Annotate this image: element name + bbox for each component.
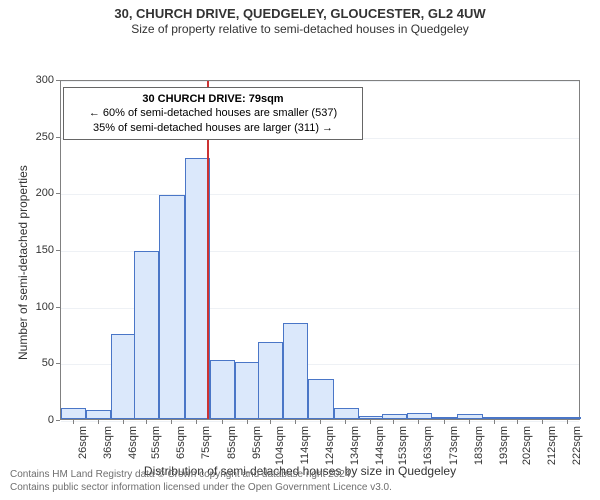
x-tick-label: 95sqm	[251, 426, 263, 459]
histogram-bar	[159, 195, 184, 419]
x-tick-label: 65sqm	[175, 426, 187, 459]
histogram-bar	[432, 417, 457, 419]
y-tick-label: 50	[0, 357, 54, 369]
y-tick	[56, 250, 60, 251]
histogram-bar	[210, 360, 235, 419]
x-tick	[196, 420, 197, 424]
x-tick	[247, 420, 248, 424]
histogram-bar	[308, 379, 333, 419]
x-tick-label: 202sqm	[521, 426, 533, 465]
x-tick-label: 85sqm	[226, 426, 238, 459]
histogram-bar	[531, 417, 556, 419]
x-tick-label: 183sqm	[473, 426, 485, 465]
histogram-bar	[407, 413, 432, 419]
x-tick	[123, 420, 124, 424]
x-tick	[270, 420, 271, 424]
x-tick-label: 26sqm	[77, 426, 89, 459]
y-tick-label: 100	[0, 301, 54, 313]
x-tick-label: 153sqm	[397, 426, 409, 465]
footer-attribution: Contains HM Land Registry data © Crown c…	[10, 468, 392, 494]
x-tick-label: 144sqm	[374, 426, 386, 465]
x-tick-label: 104sqm	[274, 426, 286, 465]
histogram-bar	[483, 417, 508, 419]
grid-line	[61, 194, 579, 195]
x-tick	[98, 420, 99, 424]
x-tick	[345, 420, 346, 424]
x-tick-label: 222sqm	[571, 426, 583, 465]
footer-line-1: Contains HM Land Registry data © Crown c…	[10, 468, 392, 481]
x-tick	[320, 420, 321, 424]
x-tick-label: 46sqm	[127, 426, 139, 459]
y-tick-label: 200	[0, 187, 54, 199]
x-tick-label: 163sqm	[422, 426, 434, 465]
annotation-larger: 35% of semi-detached houses are larger (…	[70, 121, 356, 135]
histogram-bar	[111, 334, 136, 419]
y-tick	[56, 137, 60, 138]
histogram-bar	[359, 416, 384, 419]
x-tick	[146, 420, 147, 424]
annotation-smaller: ← 60% of semi-detached houses are smalle…	[70, 106, 356, 120]
x-tick-label: 36sqm	[102, 426, 114, 459]
page-title: 30, CHURCH DRIVE, QUEDGELEY, GLOUCESTER,…	[0, 0, 600, 22]
x-tick	[171, 420, 172, 424]
x-tick-label: 55sqm	[150, 426, 162, 459]
histogram-bar	[334, 408, 359, 419]
histogram-bar	[283, 323, 308, 419]
histogram-bar	[61, 408, 86, 419]
x-tick-label: 114sqm	[299, 426, 311, 464]
x-tick	[370, 420, 371, 424]
x-tick	[567, 420, 568, 424]
y-tick-label: 0	[0, 414, 54, 426]
histogram-bar	[457, 414, 482, 419]
x-tick	[222, 420, 223, 424]
histogram-bar	[556, 417, 581, 419]
x-tick-label: 212sqm	[546, 426, 558, 465]
x-tick	[469, 420, 470, 424]
x-tick-label: 75sqm	[200, 426, 212, 459]
y-tick	[56, 80, 60, 81]
x-tick	[393, 420, 394, 424]
x-tick	[295, 420, 296, 424]
histogram-bar	[258, 342, 283, 419]
histogram-bar	[382, 414, 407, 419]
page-subtitle: Size of property relative to semi-detach…	[0, 22, 600, 36]
x-tick	[73, 420, 74, 424]
annotation-box: 30 CHURCH DRIVE: 79sqm← 60% of semi-deta…	[63, 87, 363, 140]
x-tick-label: 124sqm	[324, 426, 336, 465]
plot-area: 30 CHURCH DRIVE: 79sqm← 60% of semi-deta…	[60, 80, 580, 420]
histogram-bar	[134, 251, 159, 419]
x-tick	[542, 420, 543, 424]
y-tick	[56, 307, 60, 308]
x-tick-label: 173sqm	[448, 426, 460, 465]
y-tick-label: 300	[0, 74, 54, 86]
histogram-bar	[505, 417, 530, 419]
y-tick-label: 250	[0, 131, 54, 143]
x-tick	[418, 420, 419, 424]
footer-line-2: Contains public sector information licen…	[10, 481, 392, 494]
x-tick	[494, 420, 495, 424]
y-tick-label: 150	[0, 244, 54, 256]
y-tick	[56, 363, 60, 364]
x-tick	[444, 420, 445, 424]
histogram-bar	[86, 410, 111, 419]
x-tick	[517, 420, 518, 424]
histogram-bar	[235, 362, 260, 419]
x-tick-label: 134sqm	[349, 426, 361, 465]
chart-container: 30 CHURCH DRIVE: 79sqm← 60% of semi-deta…	[0, 36, 600, 500]
annotation-title: 30 CHURCH DRIVE: 79sqm	[70, 92, 356, 106]
histogram-bar	[185, 158, 210, 419]
grid-line	[61, 81, 579, 82]
y-tick	[56, 420, 60, 421]
x-tick-label: 193sqm	[498, 426, 510, 465]
y-tick	[56, 193, 60, 194]
